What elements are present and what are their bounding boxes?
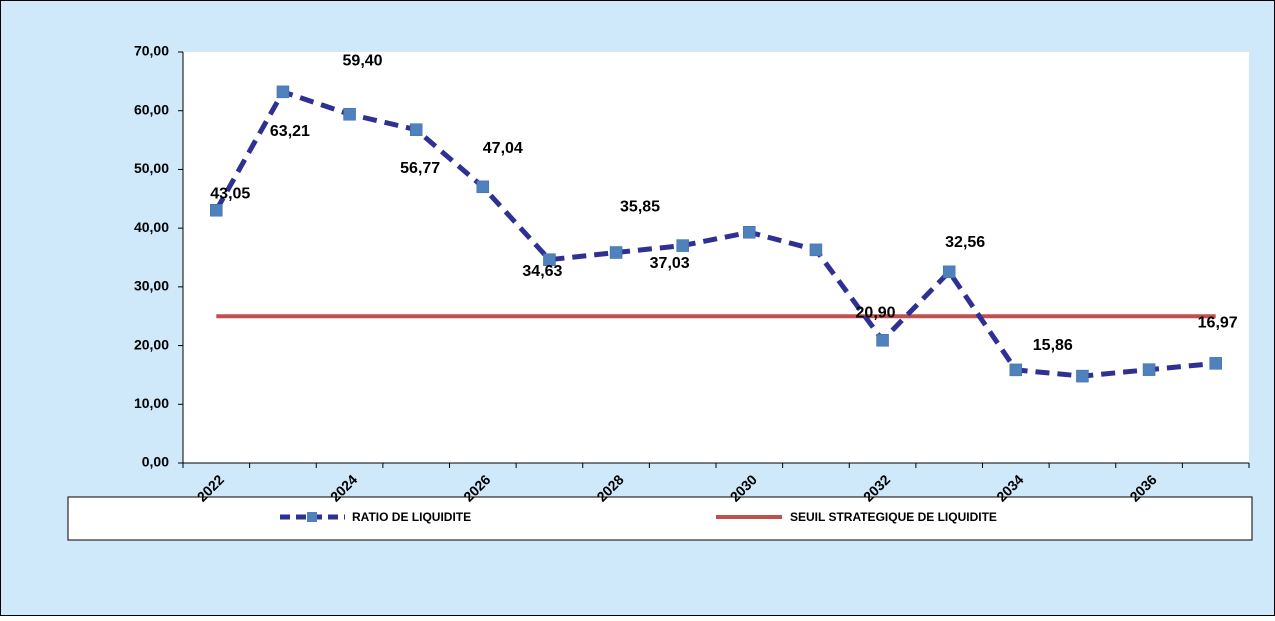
y-tick-label: 50,00 [134,160,169,176]
ratio-marker [276,85,290,99]
ratio-marker [876,334,889,347]
data-label: 56,77 [400,160,440,177]
data-label: 59,40 [343,52,383,69]
y-tick-label: 0,00 [142,454,169,470]
data-label: 32,56 [945,234,985,251]
ratio-marker [743,226,756,239]
ratio-marker [942,265,956,279]
data-label: 37,03 [650,255,690,272]
ratio-marker [1076,369,1089,383]
ratio-marker [476,180,490,194]
ratio-marker [676,239,689,252]
plot-area [183,52,1249,463]
data-label: 35,85 [620,199,660,216]
data-label: 16,97 [1198,315,1238,332]
ratio-marker [343,107,356,121]
data-label: 47,04 [483,140,523,157]
y-tick-label: 10,00 [134,395,169,411]
legend-swatch-marker [307,512,317,522]
ratio-marker [1009,363,1023,377]
legend-label: RATIO DE LIQUIDITE [352,510,471,524]
y-tick-label: 40,00 [134,219,169,235]
ratio-marker [210,203,223,217]
ratio-marker [609,246,623,259]
ratio-marker [1142,363,1156,376]
legend-box [67,496,1253,541]
data-label: 34,63 [522,263,562,280]
legend-label: SEUIL STRATEGIQUE DE LIQUIDITE [790,510,997,524]
y-tick-label: 60,00 [134,101,169,117]
ratio-marker [409,123,423,136]
y-tick-label: 20,00 [134,336,169,352]
ratio-marker [809,243,823,257]
data-label: 20,90 [856,305,896,322]
ratio-marker [543,253,556,266]
ratio-marker [1209,357,1222,370]
y-tick-label: 70,00 [134,43,169,59]
data-label: 15,86 [1033,337,1073,354]
ratio-line [214,89,1216,379]
y-tick-label: 30,00 [134,278,169,294]
data-label: 43,05 [210,185,250,202]
data-label: 63,21 [270,123,310,140]
